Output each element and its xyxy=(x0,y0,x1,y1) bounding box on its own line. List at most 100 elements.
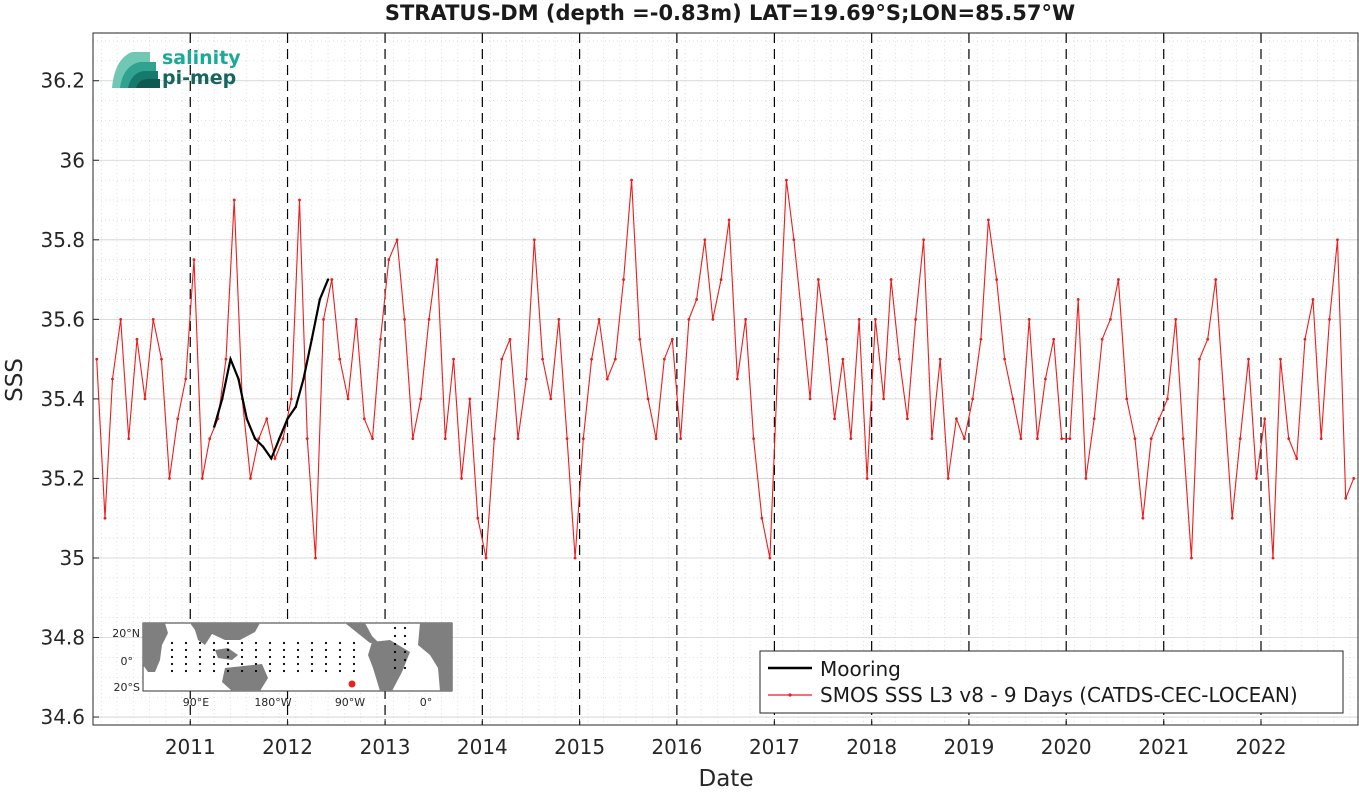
smos-point xyxy=(232,198,236,202)
smos-point xyxy=(403,317,406,321)
smos-point xyxy=(1328,317,1331,321)
smos-point xyxy=(95,357,99,361)
smos-point xyxy=(971,397,975,401)
smos-point xyxy=(922,238,926,242)
smos-point xyxy=(679,437,682,441)
smos-point xyxy=(1027,317,1031,321)
smos-point xyxy=(330,278,334,281)
mooring-dot xyxy=(240,669,244,673)
smos-point xyxy=(192,258,196,262)
smos-point xyxy=(281,437,285,441)
mooring-dot xyxy=(352,648,356,652)
mooring-dot xyxy=(296,641,300,645)
smos-point xyxy=(849,437,853,441)
y-tick-label: 34.8 xyxy=(40,626,85,650)
mooring-dot xyxy=(338,648,342,652)
mooring-dot xyxy=(403,642,407,646)
smos-point xyxy=(168,477,171,480)
mooring-point xyxy=(261,445,265,448)
smos-point xyxy=(857,317,861,321)
smos-point xyxy=(841,357,845,361)
smos-point xyxy=(687,317,691,321)
mooring-dot xyxy=(282,669,286,673)
y-tick-label: 35.6 xyxy=(40,307,85,331)
smos-point xyxy=(1003,357,1007,361)
mooring-point xyxy=(213,425,216,428)
smos-point xyxy=(500,357,504,361)
mooring-dot xyxy=(403,626,407,630)
smos-point xyxy=(322,317,325,321)
smos-point xyxy=(249,477,252,480)
mooring-point xyxy=(270,457,273,460)
smos-point xyxy=(484,556,488,560)
smos-point xyxy=(622,278,625,281)
west-africa-landmass xyxy=(418,623,452,691)
smos-point xyxy=(760,516,764,520)
smos-point xyxy=(882,397,886,401)
x-tick-labels: 2011 2012 2013 2014 2015 2016 2017 2018 2019 2020… xyxy=(165,719,1286,759)
smos-point xyxy=(833,417,837,421)
smos-point xyxy=(265,417,269,421)
mooring-point xyxy=(253,437,257,440)
smos-point xyxy=(338,357,342,361)
central-america-landmass xyxy=(345,623,378,643)
mooring-dot xyxy=(282,662,286,666)
x-tick-label: 2015 xyxy=(554,735,605,759)
legend: Mooring SMOS SSS L3 v8 - 9 Days (CATDS-C… xyxy=(759,650,1344,714)
smos-point xyxy=(824,337,828,341)
smos-point xyxy=(1092,417,1096,421)
salinity-pi-mep-logo: salinity pi-mep xyxy=(112,47,241,89)
year-separators xyxy=(189,33,1262,725)
mooring-dot xyxy=(310,669,314,673)
mooring-dot xyxy=(254,641,258,645)
mooring-dot xyxy=(282,641,286,645)
smos-point xyxy=(452,357,455,361)
mooring-dot xyxy=(226,662,230,666)
smos-point xyxy=(184,377,188,381)
mooring-point xyxy=(221,397,224,401)
smos-point xyxy=(784,178,788,182)
mooring-dot xyxy=(240,662,244,666)
smos-point xyxy=(298,198,301,202)
smos-point xyxy=(346,397,350,401)
mooring-dot xyxy=(403,658,407,662)
mooring-dot xyxy=(198,655,202,659)
mooring-dot xyxy=(184,662,188,666)
mooring-dot xyxy=(212,662,216,666)
smos-point xyxy=(727,218,731,222)
smos-point xyxy=(257,437,261,441)
smos-point xyxy=(1198,357,1201,361)
smos-point xyxy=(1295,457,1299,460)
mooring-dot xyxy=(170,669,174,673)
mooring-dot xyxy=(254,648,258,652)
mooring-dot xyxy=(393,658,397,662)
mooring-dot xyxy=(296,655,300,659)
y-tick-label: 35 xyxy=(60,546,85,570)
smos-point xyxy=(630,178,633,182)
smos-point xyxy=(208,437,212,441)
smos-point xyxy=(1068,437,1072,441)
smos-point xyxy=(524,377,528,381)
smos-point xyxy=(1238,437,1242,441)
smos-point xyxy=(557,317,561,321)
mooring-point xyxy=(286,417,289,420)
smos-point xyxy=(411,437,415,441)
mooring-dot xyxy=(254,662,258,666)
mooring-dot xyxy=(184,655,188,659)
y-tick-label: 36 xyxy=(60,148,85,172)
x-tick-label: 2018 xyxy=(846,735,897,759)
smos-point xyxy=(955,417,958,421)
smos-point xyxy=(1206,337,1210,341)
smos-point xyxy=(354,317,358,321)
smos-point xyxy=(460,477,463,480)
smos-point xyxy=(792,238,796,242)
smos-point xyxy=(1166,397,1169,401)
mooring-dot xyxy=(268,655,272,659)
indonesia-landmass xyxy=(215,648,238,660)
smos-point xyxy=(492,437,496,441)
smos-point xyxy=(200,477,204,480)
smos-point xyxy=(963,437,966,441)
smos-point xyxy=(605,377,609,381)
smos-point xyxy=(873,317,877,321)
mooring-dot xyxy=(338,669,342,673)
